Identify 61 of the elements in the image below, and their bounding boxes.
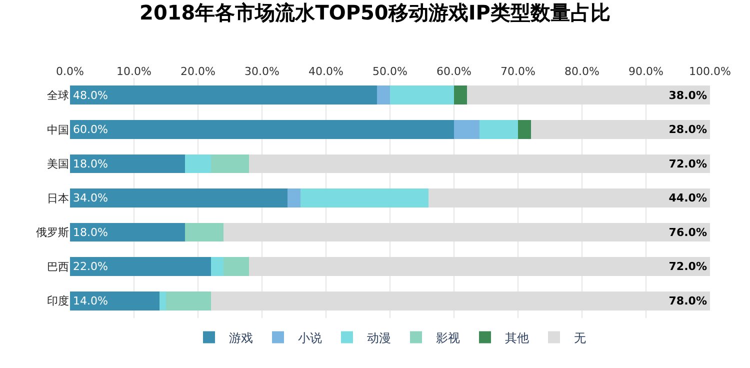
legend-label: 无 xyxy=(574,330,586,345)
y-tick-label: 美国 xyxy=(47,158,69,171)
data-label: 48.0% xyxy=(73,88,108,102)
legend-label: 其他 xyxy=(505,330,529,345)
bar xyxy=(518,120,531,139)
bar xyxy=(288,188,300,208)
y-tick-label: 俄罗斯 xyxy=(36,226,69,240)
bar xyxy=(210,154,250,174)
data-label: 34.0% xyxy=(73,192,108,205)
data-label: 22.0% xyxy=(73,260,108,274)
data-label: 14.0% xyxy=(73,294,108,308)
data-label: 76.0% xyxy=(668,226,707,239)
data-label: 72.0% xyxy=(668,260,707,274)
x-tick-label: 10.0% xyxy=(116,64,152,78)
data-label: 60.0% xyxy=(73,123,108,136)
x-tick-label: 0.0% xyxy=(56,64,84,78)
data-label: 18.0% xyxy=(73,157,108,170)
bar xyxy=(300,188,428,208)
data-label: 78.0% xyxy=(668,294,707,308)
x-tick-label: 60.0% xyxy=(436,64,472,78)
y-tick-label: 印度 xyxy=(47,294,69,308)
data-label: 44.0% xyxy=(668,192,707,205)
chart-title: 2018年各市场流水TOP50移动游戏IP类型数量占比 xyxy=(140,0,610,25)
x-tick-label: 40.0% xyxy=(308,64,344,78)
bar xyxy=(185,222,224,242)
bar xyxy=(390,86,454,105)
bar xyxy=(70,86,378,105)
bar xyxy=(224,257,250,276)
data-label: 38.0% xyxy=(668,88,707,102)
bar xyxy=(70,222,186,242)
x-tick-label: 30.0% xyxy=(244,64,280,78)
bar xyxy=(480,120,518,139)
legend-label: 影视 xyxy=(436,330,460,345)
x-tick-label: 90.0% xyxy=(628,64,664,78)
bar xyxy=(70,257,211,276)
bar xyxy=(70,120,454,139)
bar xyxy=(70,188,288,208)
data-label: 72.0% xyxy=(668,157,707,170)
y-tick-label: 巴西 xyxy=(47,260,69,274)
data-label: 18.0% xyxy=(73,226,108,239)
y-tick-label: 中国 xyxy=(47,123,69,136)
y-tick-label: 日本 xyxy=(47,192,69,205)
x-tick-label: 50.0% xyxy=(372,64,408,78)
x-tick-label: 80.0% xyxy=(564,64,600,78)
bar xyxy=(70,154,186,174)
legend-label: 动漫 xyxy=(367,330,391,345)
bar xyxy=(166,291,211,310)
bar xyxy=(70,291,160,310)
x-tick-label: 70.0% xyxy=(500,64,536,78)
bar xyxy=(377,86,390,105)
legend-label: 游戏 xyxy=(229,330,253,345)
x-tick-label: 100.0% xyxy=(689,64,731,78)
bar xyxy=(160,291,166,310)
y-tick-label: 全球 xyxy=(47,88,69,102)
data-label: 28.0% xyxy=(668,123,707,136)
x-tick-label: 20.0% xyxy=(180,64,216,78)
bar xyxy=(210,257,224,276)
bar xyxy=(454,120,480,139)
bar xyxy=(454,86,467,105)
legend-label: 小说 xyxy=(298,330,322,345)
bar xyxy=(185,154,211,174)
